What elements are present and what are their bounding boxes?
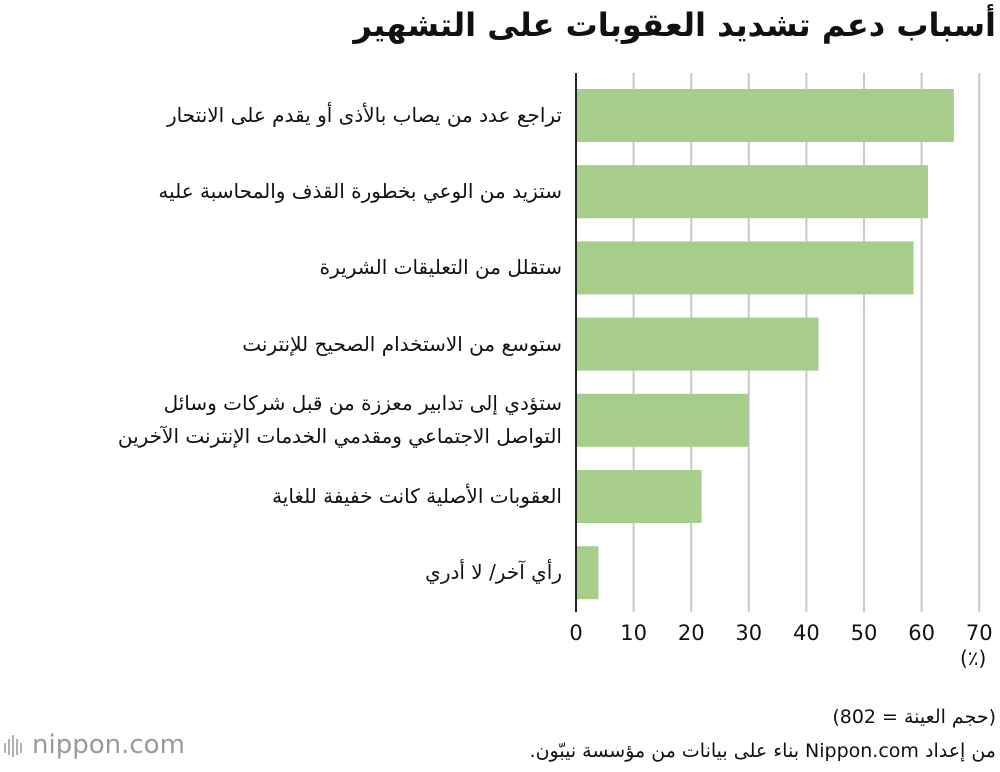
category-label-0: تراجع عدد من يصاب بالأذى أو يقدم على الا… [167,103,562,127]
x-tick-label-60: 60 [908,621,935,645]
x-tick-label-40: 40 [793,621,820,645]
category-label-4-line-0: ستؤدي إلى تدابير معززة من قبل شركات وسائ… [163,391,562,416]
bar-6 [576,546,599,600]
logo-mark-icon [4,735,22,757]
chart-title: أسباب دعم تشديد العقوبات على التشهير [353,6,996,44]
bar-5 [576,470,702,523]
category-label-6: رأي آخر/ لا أدري [425,560,562,585]
category-label-3: ستوسع من الاستخدام الصحيح للإنترنت [242,331,562,356]
sample-size-note: (حجم العينة = 802) [832,706,996,728]
nippon-logo: nippon.com [4,730,185,760]
x-tick-label-10: 10 [620,621,647,645]
logo-text: nippon.com [32,730,185,760]
bar-3 [576,317,819,371]
x-tick-label-20: 20 [678,621,705,645]
x-tick-label-0: 0 [569,621,582,645]
source-note: من إعداد Nippon.com بناء على بيانات من م… [529,740,996,762]
bar-0 [576,89,954,142]
category-label-4-line-1: التواصل الاجتماعي ومقدمي الخدمات الإنترن… [117,424,562,449]
category-label-2: ستقلل من التعليقات الشريرة [319,255,562,280]
bar-4 [576,393,749,447]
x-tick-label-70: 70 [966,621,993,645]
category-label-5: العقوبات الأصلية كانت خفيفة للغاية [272,484,562,508]
bar-2 [576,241,914,295]
x-tick-label-50: 50 [851,621,878,645]
axis-unit-label: (٪) [960,646,987,670]
bar-chart: 0 10 20 30 40 50 60 70 [569,73,993,645]
category-label-1: ستزيد من الوعي بخطورة القذف والمحاسبة عل… [158,179,562,204]
x-tick-label-30: 30 [735,621,762,645]
bar-1 [576,165,928,219]
